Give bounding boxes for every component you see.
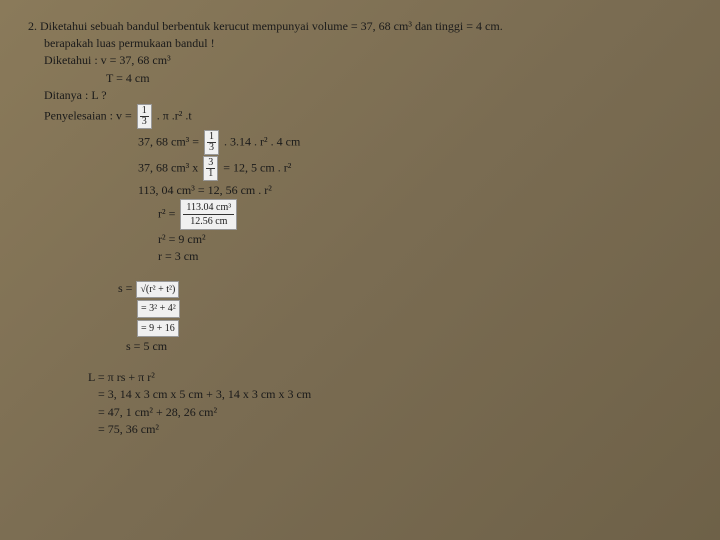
- step1-lhs: 37, 68 cm³ =: [138, 134, 199, 148]
- fraction-one-third-2: 1 3: [204, 130, 219, 155]
- L-result: = 75, 36 cm²: [98, 421, 692, 437]
- step2: 37, 68 cm³ x 3 1 = 12, 5 cm . r²: [138, 156, 692, 181]
- s-label: s =: [118, 281, 135, 295]
- step2-rhs: = 12, 5 cm . r²: [223, 160, 291, 174]
- step4: r² = 113.04 cm³ 12.56 cm: [158, 199, 692, 230]
- step1: 37, 68 cm³ = 1 3 . 3.14 . r² . 4 cm: [138, 130, 692, 155]
- s-step2: = 3² + 4²: [136, 299, 692, 318]
- solve-label: Penyelesaian : v =: [44, 108, 132, 122]
- step1-rhs: . 3.14 . r² . 4 cm: [224, 134, 300, 148]
- L-step2: = 3, 14 x 3 cm x 5 cm + 3, 14 x 3 cm x 3…: [98, 386, 692, 402]
- sqrt-icon: √(r² + t²): [136, 281, 179, 299]
- fraction-one-third: 1 3: [137, 104, 152, 129]
- s-step3: = 9 + 16: [136, 319, 692, 338]
- solve-line: Penyelesaian : v = 1 3 . π .r² .t: [44, 104, 692, 129]
- fraction-r2: 113.04 cm³ 12.56 cm: [180, 199, 237, 230]
- step2-lhs: 37, 68 cm³ x: [138, 160, 201, 174]
- sqrt-step2: = 3² + 4²: [137, 300, 180, 318]
- sqrt-step3: = 9 + 16: [137, 320, 179, 338]
- question: berapakah luas permukaan bandul !: [44, 35, 692, 51]
- problem-number: 2.: [28, 19, 37, 33]
- given-height: T = 4 cm: [106, 70, 692, 86]
- given-volume: Diketahui : v = 37, 68 cm³: [44, 52, 692, 68]
- step5: r² = 9 cm²: [158, 231, 692, 247]
- formula-tail: . π .r² .t: [157, 108, 192, 122]
- asked: Ditanya : L ?: [44, 87, 692, 103]
- problem-statement: 2. Diketahui sebuah bandul berbentuk ker…: [28, 18, 692, 34]
- step6: r = 3 cm: [158, 248, 692, 264]
- L-step3: = 47, 1 cm² + 28, 26 cm²: [98, 404, 692, 420]
- s-result: s = 5 cm: [126, 338, 692, 354]
- s-formula-line: s = √(r² + t²): [118, 280, 692, 299]
- problem-text: Diketahui sebuah bandul berbentuk kerucu…: [40, 19, 503, 33]
- step3: 113, 04 cm³ = 12, 56 cm . r²: [138, 182, 692, 198]
- fraction-three-one: 3 1: [203, 156, 218, 181]
- step4-label: r² =: [158, 206, 175, 220]
- L-formula: L = π rs + π r²: [88, 369, 692, 385]
